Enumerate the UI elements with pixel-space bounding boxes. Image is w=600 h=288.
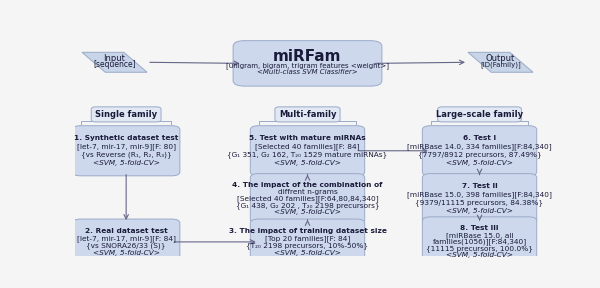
Text: <SVM, 5-fold-CV>: <SVM, 5-fold-CV> [446, 208, 513, 214]
Text: {7797/8912 precursors, 87.49%}: {7797/8912 precursors, 87.49%} [418, 151, 541, 158]
Text: [unigram, bigram, trigram features <weight>]: [unigram, bigram, trigram features <weig… [226, 62, 389, 69]
Text: <Multi-class SVM Classifier>: <Multi-class SVM Classifier> [257, 69, 358, 75]
Text: [let-7, mir-17, mir-9][F: 84]: [let-7, mir-17, mir-9][F: 84] [77, 235, 176, 242]
Text: Output: Output [486, 54, 515, 63]
Text: {11115 precursors, 100.0%}: {11115 precursors, 100.0%} [426, 245, 533, 252]
Text: 8. Test III: 8. Test III [460, 226, 499, 232]
Text: 3. The impact of training dataset size: 3. The impact of training dataset size [229, 228, 386, 234]
Text: <SVM, 5-fold-CV>: <SVM, 5-fold-CV> [93, 160, 160, 166]
FancyBboxPatch shape [233, 41, 382, 86]
Text: 4. The impact of the combination of: 4. The impact of the combination of [232, 182, 383, 188]
Text: Single family: Single family [95, 110, 157, 119]
Polygon shape [82, 52, 147, 72]
Text: {vs SNORA26/33 (S)}: {vs SNORA26/33 (S)} [86, 242, 166, 249]
Text: families(1056)][F:84,340]: families(1056)][F:84,340] [433, 238, 527, 245]
Text: miRFam: miRFam [273, 49, 342, 64]
FancyBboxPatch shape [438, 107, 521, 122]
Text: {vs Reverse (R₁, R₂, R₃)}: {vs Reverse (R₁, R₂, R₃)} [81, 151, 172, 158]
FancyBboxPatch shape [250, 174, 365, 224]
Text: <SVM, 5-fold-CV>: <SVM, 5-fold-CV> [274, 209, 341, 215]
Text: [Selected 40 families][F:64,80,84,340]: [Selected 40 families][F:64,80,84,340] [236, 195, 379, 202]
FancyBboxPatch shape [422, 217, 537, 267]
Text: <SVM, 5-fold-CV>: <SVM, 5-fold-CV> [446, 160, 513, 166]
Text: [Top 20 families][F: 84]: [Top 20 families][F: 84] [265, 235, 350, 242]
Text: [ID(Family)]: [ID(Family)] [480, 62, 521, 68]
Text: {9379/11115 precursors, 84.38%}: {9379/11115 precursors, 84.38%} [415, 200, 544, 206]
Text: 1. Synthetic dataset test: 1. Synthetic dataset test [74, 135, 178, 141]
Text: <SVM, 5-fold-CV>: <SVM, 5-fold-CV> [446, 252, 513, 258]
Text: [sequence]: [sequence] [93, 60, 136, 69]
FancyBboxPatch shape [91, 107, 161, 122]
Text: 7. Test II: 7. Test II [461, 183, 497, 189]
FancyBboxPatch shape [73, 126, 180, 176]
Text: {G₁ 351, G₂ 162, T₂₀ 1529 mature miRNAs}: {G₁ 351, G₂ 162, T₂₀ 1529 mature miRNAs} [227, 151, 388, 158]
Text: 5. Test with mature miRNAs: 5. Test with mature miRNAs [249, 135, 366, 141]
Text: Input: Input [104, 54, 125, 63]
Text: Large-scale family: Large-scale family [436, 110, 523, 119]
FancyBboxPatch shape [275, 107, 340, 122]
Text: <SVM, 5-fold-CV>: <SVM, 5-fold-CV> [274, 160, 341, 166]
Text: 2. Real dataset test: 2. Real dataset test [85, 228, 167, 234]
Text: <SVM, 5-fold-CV>: <SVM, 5-fold-CV> [93, 250, 160, 256]
FancyBboxPatch shape [422, 174, 537, 224]
FancyBboxPatch shape [250, 219, 365, 265]
Text: <SVM, 5-fold-CV>: <SVM, 5-fold-CV> [274, 250, 341, 256]
Text: Multi-family: Multi-family [279, 110, 336, 119]
FancyBboxPatch shape [250, 126, 365, 176]
Text: 6. Test I: 6. Test I [463, 135, 496, 141]
Text: [miRBase 15.0, all: [miRBase 15.0, all [446, 232, 514, 238]
Text: [let-7, mir-17, mir-9][F: 80]: [let-7, mir-17, mir-9][F: 80] [77, 143, 176, 150]
Text: {T₂₀ 2198 precursors, 10%-50%}: {T₂₀ 2198 precursors, 10%-50%} [247, 242, 368, 249]
Text: [Selected 40 families][F: 84]: [Selected 40 families][F: 84] [255, 143, 360, 150]
FancyBboxPatch shape [422, 126, 537, 176]
FancyBboxPatch shape [73, 219, 180, 265]
Polygon shape [468, 52, 533, 72]
Text: diffrent n-grams: diffrent n-grams [278, 189, 337, 195]
Text: [miRBase 15.0, 398 families][F:84,340]: [miRBase 15.0, 398 families][F:84,340] [407, 191, 552, 198]
Text: [miRBase 14.0, 334 families][F:84,340]: [miRBase 14.0, 334 families][F:84,340] [407, 143, 552, 150]
Text: {G₁ 438, G₂ 202 , T₂₀ 2198 precursors}: {G₁ 438, G₂ 202 , T₂₀ 2198 precursors} [236, 202, 379, 209]
